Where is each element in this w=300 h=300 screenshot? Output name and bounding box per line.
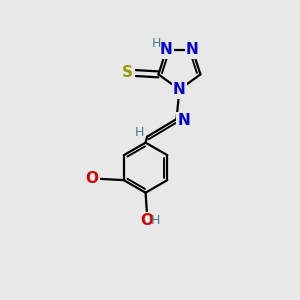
Text: S: S [122, 65, 133, 80]
Text: N: N [186, 42, 199, 57]
Text: H: H [135, 126, 144, 139]
Text: H: H [152, 37, 161, 50]
Text: N: N [178, 113, 190, 128]
Text: H: H [151, 214, 160, 227]
Text: N: N [173, 82, 186, 97]
Text: O: O [141, 213, 154, 228]
Text: O: O [85, 171, 99, 186]
Text: N: N [160, 42, 173, 57]
